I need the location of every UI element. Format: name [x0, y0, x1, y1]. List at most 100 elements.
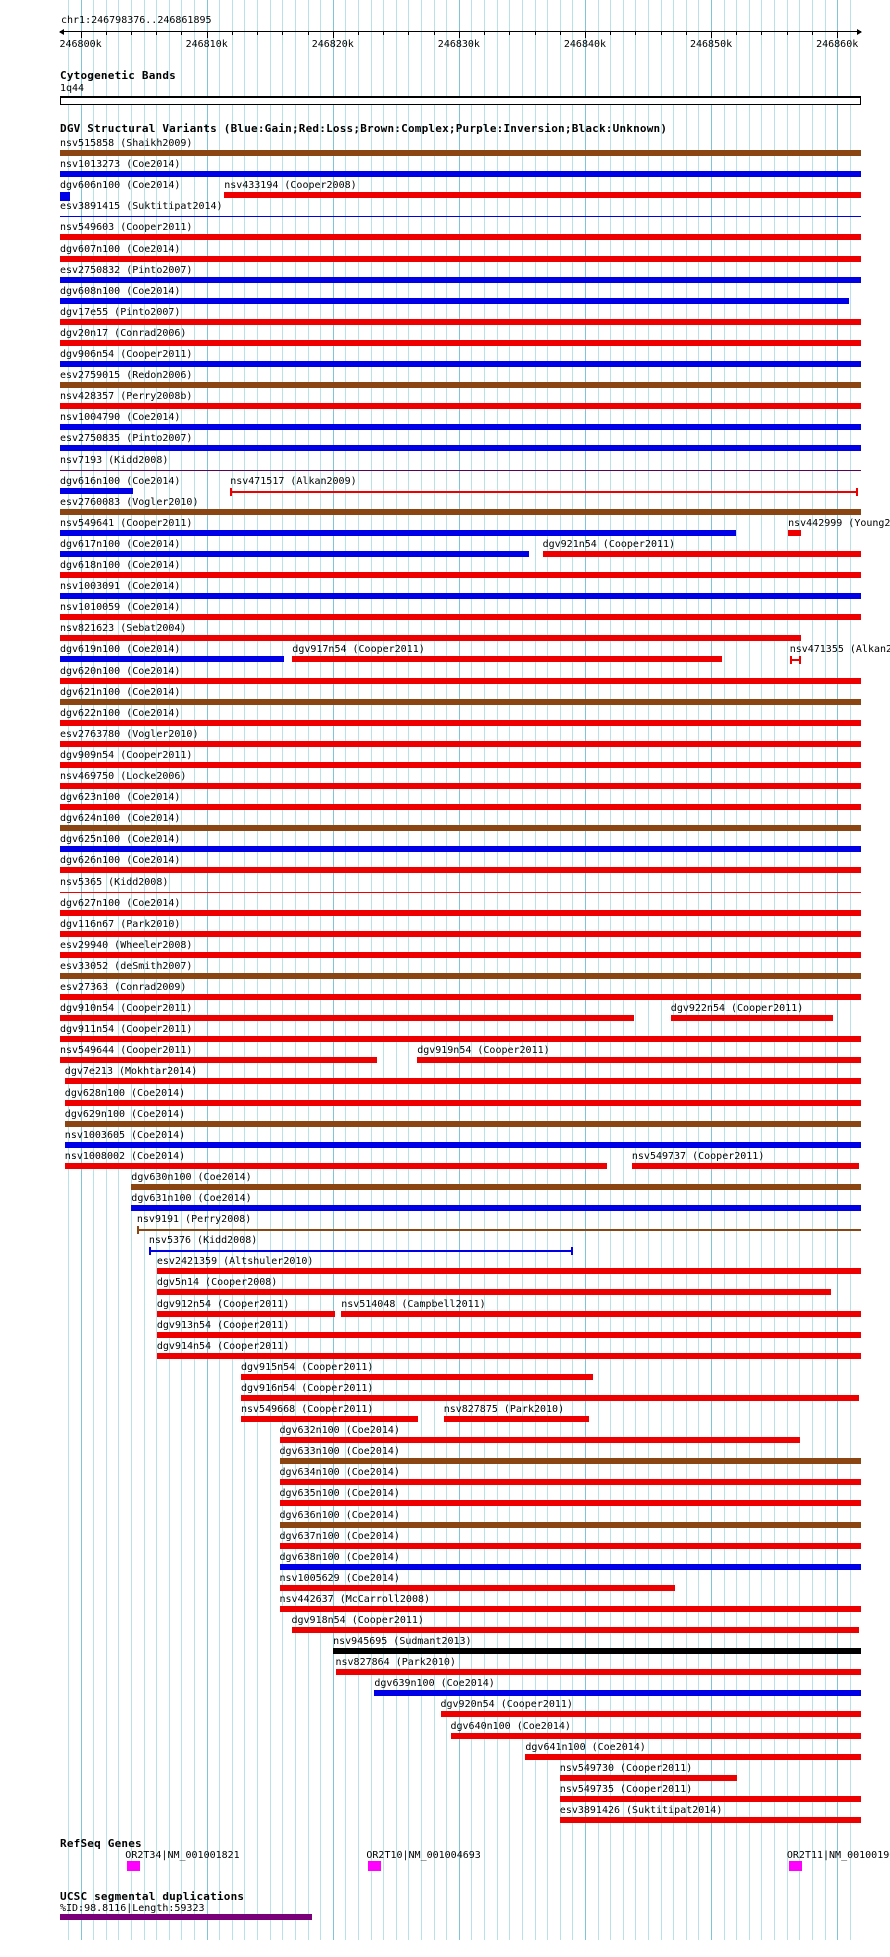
variant-label[interactable]: nsv1008002 (Coe2014)	[64, 1150, 186, 1162]
variant-line[interactable]	[60, 469, 861, 471]
variant-label[interactable]: nsv514048 (Campbell2011)	[341, 1298, 486, 1310]
variant-bar[interactable]	[333, 1648, 861, 1655]
variant-bar[interactable]	[60, 382, 861, 389]
variant-label[interactable]: dgv635n100 (Coe2014)	[279, 1488, 400, 1500]
variant-label[interactable]: dgv919n54 (Cooper2011)	[417, 1045, 550, 1057]
variant-bar[interactable]	[559, 1816, 861, 1823]
variant-label[interactable]: dgv634n100 (Coe2014)	[279, 1467, 400, 1479]
variant-label[interactable]: dgv625n100 (Coe2014)	[60, 834, 181, 846]
variant-bar[interactable]	[279, 1563, 861, 1570]
variant-bar[interactable]	[60, 529, 736, 536]
variant-span-line[interactable]	[148, 1250, 573, 1253]
variant-label[interactable]: esv2750832 (Pinto2007)	[60, 264, 193, 276]
variant-label[interactable]: dgv623n100 (Coe2014)	[60, 792, 181, 804]
variant-label[interactable]: esv2760083 (Vogler2010)	[60, 496, 199, 508]
variant-label[interactable]: dgv116n67 (Park2010)	[60, 918, 181, 930]
variant-label[interactable]: dgv639n100 (Coe2014)	[374, 1678, 495, 1690]
variant-line[interactable]	[60, 216, 861, 218]
variant-label[interactable]: esv2763780 (Vogler2010)	[60, 728, 199, 740]
variant-label[interactable]: dgv633n100 (Coe2014)	[279, 1446, 400, 1458]
variant-bar[interactable]	[670, 1015, 833, 1022]
variant-bar[interactable]	[279, 1542, 861, 1549]
variant-bar[interactable]	[60, 804, 861, 811]
variant-span-line[interactable]	[230, 490, 858, 493]
variant-bar[interactable]	[131, 1205, 861, 1211]
variant-bar[interactable]	[156, 1310, 336, 1317]
variant-bar[interactable]	[224, 192, 861, 199]
variant-label[interactable]: dgv617n100 (Coe2014)	[60, 538, 181, 550]
variant-label[interactable]: dgv910n54 (Cooper2011)	[60, 1003, 193, 1015]
variant-label[interactable]: dgv631n100 (Coe2014)	[131, 1193, 252, 1204]
variant-label[interactable]: dgv911n54 (Cooper2011)	[60, 1024, 193, 1036]
variant-label[interactable]: dgv629n100 (Coe2014)	[64, 1108, 186, 1120]
variant-label[interactable]: dgv912n54 (Cooper2011)	[156, 1298, 290, 1310]
variant-label[interactable]: nsv7193 (Kidd2008)	[60, 454, 169, 466]
variant-bar[interactable]	[60, 318, 861, 325]
variant-label[interactable]: dgv914n54 (Cooper2011)	[156, 1340, 290, 1352]
variant-bar[interactable]	[60, 550, 529, 557]
variant-bar[interactable]	[60, 276, 861, 283]
variant-bar[interactable]	[60, 719, 861, 726]
variant-bar[interactable]	[525, 1753, 861, 1760]
gene-exon-glyph[interactable]	[788, 1861, 802, 1871]
variant-bar[interactable]	[156, 1352, 861, 1359]
variant-label[interactable]: nsv1013273 (Coe2014)	[60, 159, 181, 171]
variant-label[interactable]: nsv442999 (Young2	[788, 517, 890, 529]
variant-label[interactable]: nsv549603 (Cooper2011)	[60, 222, 193, 234]
variant-label[interactable]: dgv20n17 (Conrad2006)	[60, 327, 187, 339]
variant-bar[interactable]	[60, 171, 861, 178]
variant-label[interactable]: dgv621n100 (Coe2014)	[60, 686, 181, 698]
variant-bar[interactable]	[241, 1373, 594, 1380]
variant-label[interactable]: dgv17e55 (Pinto2007)	[60, 306, 181, 318]
variant-label[interactable]: nsv821623 (Sebat2004)	[60, 623, 187, 635]
variant-label[interactable]: nsv433194 (Cooper2008)	[224, 180, 357, 192]
variant-label[interactable]: dgv906n54 (Cooper2011)	[60, 349, 193, 360]
variant-bar[interactable]	[60, 656, 285, 663]
variant-bar[interactable]	[60, 1015, 634, 1022]
variant-bar[interactable]	[60, 614, 861, 621]
variant-bar[interactable]	[60, 994, 861, 1000]
gene-exon-glyph[interactable]	[127, 1861, 141, 1871]
variant-bar[interactable]	[60, 761, 861, 768]
variant-bar[interactable]	[60, 255, 861, 262]
variant-label[interactable]: nsv945695 (Sudmant2013)	[333, 1636, 472, 1648]
variant-label[interactable]: dgv918n54 (Cooper2011)	[291, 1615, 424, 1626]
variant-label[interactable]: esv3891415 (Suktitipat2014)	[60, 201, 223, 213]
gene-label[interactable]: OR2T10|NM_001004693	[366, 1850, 481, 1861]
variant-bar[interactable]	[64, 1141, 861, 1148]
variant-label[interactable]: nsv1003091 (Coe2014)	[60, 581, 181, 593]
variant-bar[interactable]	[60, 846, 861, 853]
variant-label[interactable]: nsv549668 (Cooper2011)	[241, 1404, 374, 1415]
variant-label[interactable]: nsv5365 (Kidd2008)	[60, 876, 169, 888]
variant-label[interactable]: nsv5376 (Kidd2008)	[148, 1235, 258, 1247]
variant-label[interactable]: dgv620n100 (Coe2014)	[60, 665, 181, 677]
variant-label[interactable]: dgv922n54 (Cooper2011)	[670, 1003, 804, 1015]
variant-bar[interactable]	[279, 1479, 861, 1486]
variant-label[interactable]: esv2421359 (Altshuler2010)	[156, 1256, 314, 1268]
variant-label[interactable]: dgv640n100 (Coe2014)	[450, 1720, 571, 1732]
variant-span-line[interactable]	[789, 659, 801, 662]
variant-bar[interactable]	[156, 1331, 861, 1338]
variant-bar[interactable]	[631, 1162, 859, 1169]
variant-bar[interactable]	[292, 656, 722, 663]
variant-bar[interactable]	[788, 529, 801, 536]
variant-label[interactable]: nsv9191 (Perry2008)	[136, 1214, 252, 1226]
variant-bar[interactable]	[64, 1099, 861, 1106]
variant-label[interactable]: dgv913n54 (Cooper2011)	[156, 1319, 290, 1331]
variant-bar[interactable]	[279, 1437, 801, 1444]
variant-bar[interactable]	[60, 234, 861, 241]
variant-label[interactable]: dgv632n100 (Coe2014)	[279, 1425, 400, 1437]
segdup-bar[interactable]	[60, 1914, 313, 1920]
variant-label[interactable]: dgv619n100 (Coe2014)	[60, 644, 181, 656]
variant-bar[interactable]	[64, 1078, 861, 1085]
variant-label[interactable]: nsv549735 (Cooper2011)	[559, 1783, 693, 1795]
variant-label[interactable]: dgv637n100 (Coe2014)	[279, 1530, 400, 1542]
variant-bar[interactable]	[156, 1289, 831, 1296]
variant-bar[interactable]	[64, 1162, 607, 1169]
variant-line[interactable]	[60, 891, 861, 893]
variant-label[interactable]: nsv469750 (Locke2006)	[60, 771, 187, 782]
variant-bar[interactable]	[443, 1416, 590, 1422]
variant-bar[interactable]	[374, 1690, 861, 1697]
variant-label[interactable]: dgv915n54 (Cooper2011)	[241, 1361, 374, 1373]
variant-label[interactable]: dgv606n100 (Coe2014)	[60, 180, 181, 192]
